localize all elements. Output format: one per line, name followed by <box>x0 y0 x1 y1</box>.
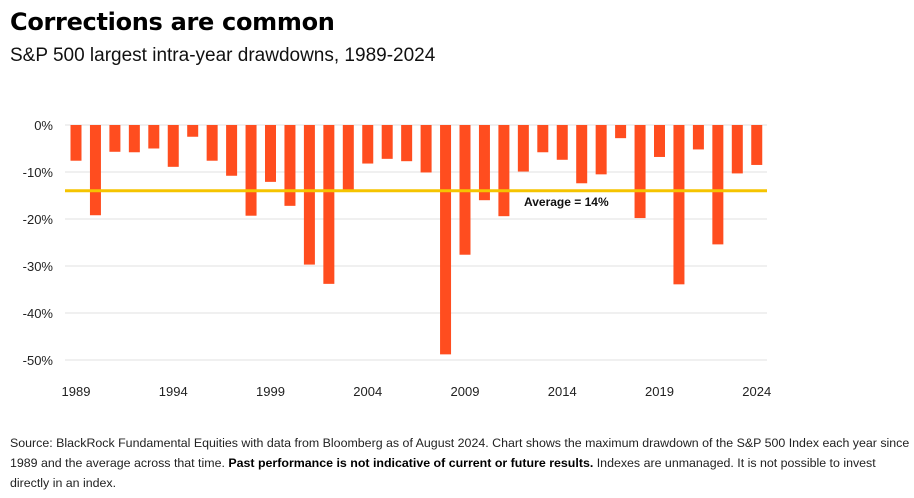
x-tick-label: 1999 <box>256 384 285 399</box>
index-disclaimer: Indexes are unmanaged. It is not possibl… <box>10 456 876 490</box>
bar-1991 <box>109 125 121 152</box>
y-tick-label: 0% <box>34 118 53 133</box>
source-note: Source: BlackRock Fundamental Equities w… <box>10 433 910 493</box>
bar-1996 <box>206 125 218 161</box>
bar-2000 <box>284 125 296 206</box>
bar-2003 <box>342 125 354 192</box>
bar-2008 <box>440 125 452 355</box>
bar-2001 <box>303 125 315 265</box>
bar-1997 <box>226 125 238 176</box>
bar-2013 <box>537 125 549 153</box>
bar-2005 <box>381 125 393 159</box>
bar-2024 <box>751 125 763 165</box>
bar-1993 <box>148 125 160 149</box>
bar-2023 <box>731 125 743 174</box>
bar-2010 <box>478 125 490 201</box>
x-tick-label: 1989 <box>62 384 91 399</box>
x-axis-ticks: 1989 1994 1999 2004 2009 2014 2019 2024 <box>62 384 772 399</box>
x-tick-label: 1994 <box>159 384 188 399</box>
bar-2018 <box>634 125 646 219</box>
gridlines <box>65 124 767 361</box>
bar-2004 <box>362 125 374 164</box>
average-label: Average = 14% <box>524 195 609 209</box>
bar-2011 <box>498 125 510 217</box>
bar-1995 <box>187 125 199 137</box>
drawdown-bar-chart: 0% -10% -20% -30% -40% -50% Average = 14% 198… <box>23 118 772 399</box>
bar-2002 <box>323 125 335 284</box>
bar-2015 <box>576 125 588 184</box>
source-text: Source: BlackRock Fundamental Equities w… <box>10 436 910 470</box>
x-tick-label: 2014 <box>548 384 577 399</box>
bar-1992 <box>128 125 140 153</box>
bar-2019 <box>654 125 665 157</box>
bar-2014 <box>556 125 568 160</box>
y-tick-label: -10% <box>23 165 54 180</box>
bar-2020 <box>673 125 685 285</box>
performance-disclaimer: Past performance is not indicative of cu… <box>228 456 594 470</box>
y-tick-label: -30% <box>23 259 54 274</box>
bar-1989 <box>70 125 82 161</box>
bar-2016 <box>595 125 607 175</box>
x-tick-label: 2009 <box>451 384 480 399</box>
bar-1994 <box>167 125 179 167</box>
bar-2007 <box>420 125 432 173</box>
chart-title: Corrections are common <box>10 8 335 36</box>
bars <box>70 125 763 355</box>
bar-1990 <box>89 125 101 216</box>
average-line-group: Average = 14% <box>65 189 767 209</box>
y-tick-label: -40% <box>23 306 54 321</box>
bar-2006 <box>401 125 413 162</box>
bar-2021 <box>692 125 704 150</box>
x-tick-label: 2024 <box>742 384 771 399</box>
x-tick-label: 2019 <box>645 384 674 399</box>
bar-2022 <box>712 125 724 245</box>
x-tick-label: 2004 <box>353 384 382 399</box>
bar-1999 <box>265 125 276 182</box>
y-axis-ticks: 0% -10% -20% -30% -40% -50% <box>23 118 54 368</box>
y-tick-label: -20% <box>23 212 54 227</box>
chart-subtitle: S&P 500 largest intra-year drawdowns, 19… <box>10 45 436 66</box>
bar-2012 <box>517 125 529 172</box>
y-tick-label: -50% <box>23 353 54 368</box>
bar-1998 <box>245 125 257 216</box>
bar-2017 <box>615 125 627 139</box>
